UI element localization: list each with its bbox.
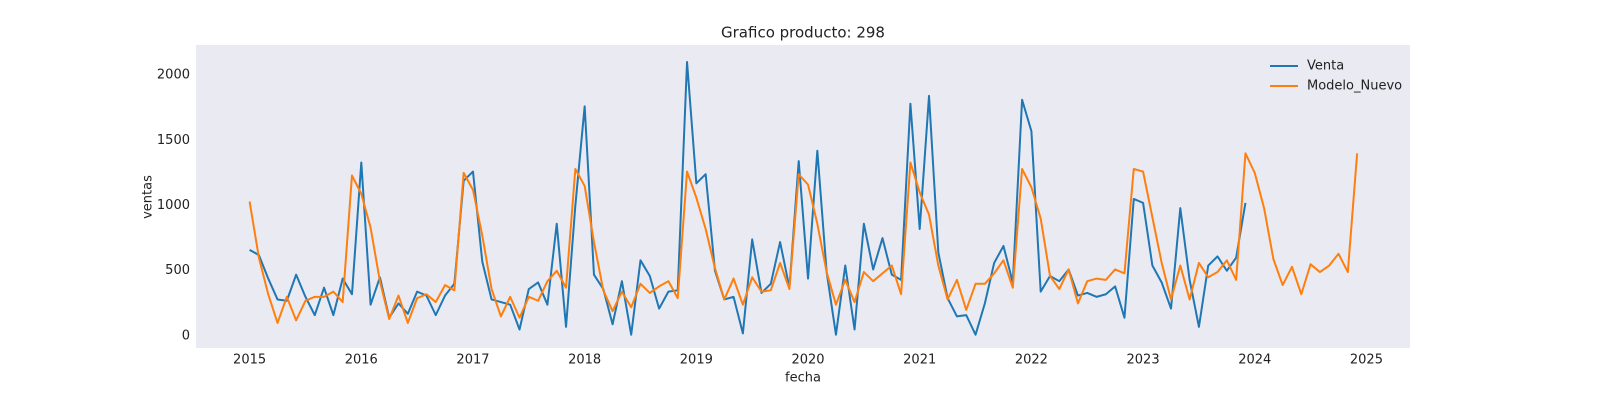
x-tick-label: 2017 [456, 353, 489, 368]
x-axis-label: fecha [785, 371, 821, 386]
series-line [249, 60, 1247, 336]
y-tick-label: 500 [165, 263, 190, 278]
x-tick-label: 2020 [791, 353, 824, 368]
chart-title: Grafico producto: 298 [721, 24, 885, 42]
x-tick-label: 2021 [903, 353, 936, 368]
x-tick-label: 2023 [1127, 353, 1160, 368]
x-tick-label: 2019 [680, 353, 713, 368]
x-tick-label: 2022 [1015, 353, 1048, 368]
y-tick-label: 1500 [157, 133, 190, 148]
y-tick-label: 1000 [157, 198, 190, 213]
x-tick-label: 2018 [568, 353, 601, 368]
legend-label: Modelo_Nuevo [1307, 79, 1402, 94]
x-tick-label: 2015 [233, 353, 266, 368]
x-tick-label: 2024 [1238, 353, 1271, 368]
plot-area [196, 45, 1410, 348]
y-axis-label: ventas [141, 175, 156, 219]
x-tick-label: 2025 [1350, 353, 1383, 368]
legend-label: Venta [1307, 59, 1344, 74]
y-tick-label: 2000 [157, 68, 190, 83]
y-tick-label: 0 [182, 328, 190, 343]
x-tick-label: 2016 [345, 353, 378, 368]
series-line [248, 152, 1359, 324]
